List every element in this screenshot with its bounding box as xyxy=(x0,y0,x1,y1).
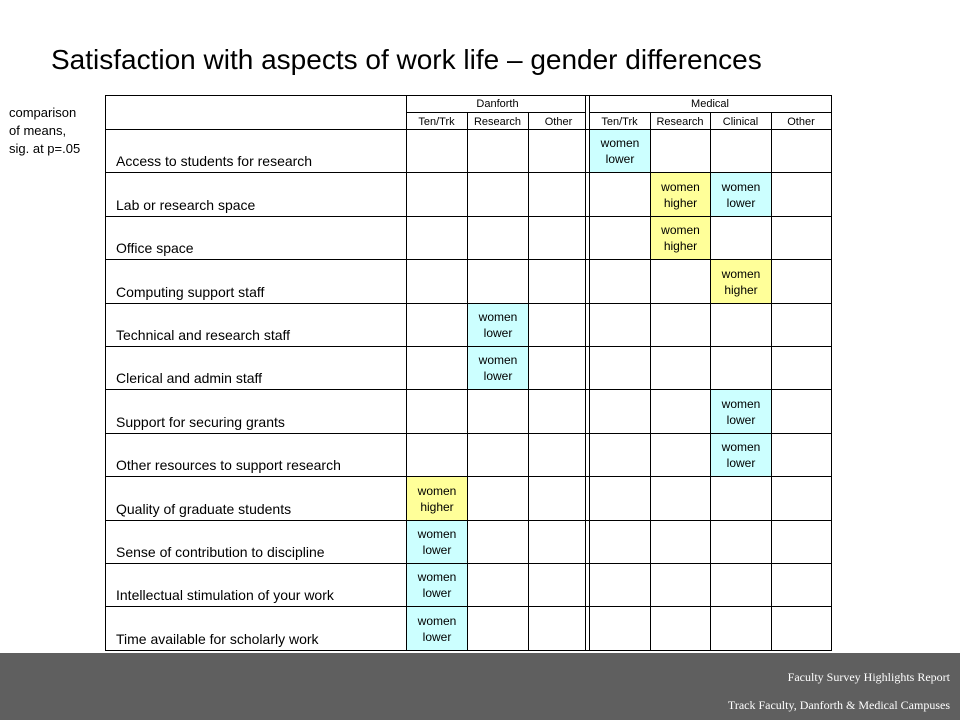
row-label: Lab or research space xyxy=(116,197,256,213)
row-label: Office space xyxy=(116,240,194,256)
table-border-top xyxy=(105,95,832,96)
result-cell-higher: women higher xyxy=(651,217,710,259)
result-cell-lower: women lower xyxy=(711,434,771,476)
row-divider xyxy=(105,259,831,260)
table-border-bottom xyxy=(105,650,832,651)
result-cell-line: lower xyxy=(726,412,756,427)
result-cell-line: lower xyxy=(483,326,513,340)
result-cell-line: women xyxy=(478,310,518,324)
table-border-left xyxy=(105,95,106,650)
table-border-right xyxy=(831,95,832,650)
result-cell-lower: women lower xyxy=(468,347,528,389)
row-divider xyxy=(105,346,831,347)
result-cell-higher: women higher xyxy=(407,477,467,520)
result-cell-line: women xyxy=(721,266,761,281)
row-divider xyxy=(105,433,831,434)
column-divider xyxy=(528,112,529,650)
significance-note-line: sig. at p=.05 xyxy=(9,141,81,156)
footer-subtitle: Track Faculty, Danforth & Medical Campus… xyxy=(727,698,950,712)
row-label: Other resources to support research xyxy=(116,457,341,473)
group-header-medical: Medical xyxy=(691,98,729,110)
result-cell-line: women xyxy=(417,483,457,498)
result-cell-line: higher xyxy=(420,499,454,514)
group-gap-divider xyxy=(585,95,586,650)
result-cell-lower: women lower xyxy=(407,521,467,563)
result-cell-lower: women lower xyxy=(711,173,771,216)
result-cell-line: women xyxy=(721,179,761,194)
column-divider xyxy=(650,112,651,650)
result-cell-line: women xyxy=(417,613,457,628)
result-cell-higher: women higher xyxy=(651,173,710,216)
row-label: Sense of contribution to discipline xyxy=(116,544,325,560)
result-cell-higher: women higher xyxy=(711,260,771,303)
result-cell-line: higher xyxy=(724,282,758,297)
significance-note-line: of means, xyxy=(9,123,67,138)
result-cell-lower: women lower xyxy=(590,130,650,172)
column-divider xyxy=(467,112,468,650)
result-cell-line: lower xyxy=(483,369,513,383)
column-divider xyxy=(771,112,772,650)
result-cell-line: women xyxy=(417,570,457,584)
column-divider xyxy=(406,95,407,650)
column-header: Ten/Trk xyxy=(418,116,455,128)
header-bottom-line xyxy=(105,129,831,130)
column-header: Ten/Trk xyxy=(601,116,638,128)
row-divider xyxy=(105,476,831,477)
result-cell-line: lower xyxy=(422,629,452,644)
result-cell-line: women xyxy=(661,179,700,194)
footer-bar: Faculty Survey Highlights Report Track F… xyxy=(0,653,960,720)
result-cell-line: women xyxy=(721,396,761,411)
group-header-danforth: Danforth xyxy=(476,98,519,110)
result-cell-lower: women lower xyxy=(407,564,467,606)
footer-report-title: Faculty Survey Highlights Report xyxy=(787,670,950,684)
row-divider xyxy=(105,389,831,390)
result-cell-line: women xyxy=(661,223,700,237)
row-divider xyxy=(105,563,831,564)
column-divider xyxy=(710,112,711,650)
row-label: Quality of graduate students xyxy=(116,501,292,517)
row-label: Computing support staff xyxy=(116,284,265,300)
row-label: Clerical and admin staff xyxy=(116,370,263,386)
result-cell-line: women xyxy=(721,440,761,454)
result-cell-lower: women lower xyxy=(407,607,467,650)
row-label: Access to students for research xyxy=(116,153,313,169)
result-cell-lower: women lower xyxy=(711,390,771,433)
significance-note: comparison of means, sig. at p=.05 xyxy=(9,104,101,158)
result-cell-line: lower xyxy=(726,456,756,470)
column-divider xyxy=(589,95,590,650)
row-divider xyxy=(105,303,831,304)
result-cell-line: lower xyxy=(422,543,452,557)
result-cell-line: women xyxy=(600,136,640,150)
result-cell-line: lower xyxy=(605,152,635,166)
result-cell-line: lower xyxy=(422,586,452,600)
column-header: Clinical xyxy=(722,116,759,128)
row-divider xyxy=(105,606,831,607)
result-cell-line: higher xyxy=(663,239,698,253)
slide-title: Satisfaction with aspects of work life –… xyxy=(51,44,762,75)
row-divider xyxy=(105,520,831,521)
row-label: Intellectual stimulation of your work xyxy=(116,587,334,603)
result-cell-line: women xyxy=(478,353,518,367)
column-header: Other xyxy=(544,116,573,128)
row-label: Time available for scholarly work xyxy=(116,631,319,647)
row-label: Technical and research staff xyxy=(116,327,291,343)
group-divider-danforth xyxy=(406,112,585,113)
row-divider xyxy=(105,172,831,173)
result-cell-line: women xyxy=(417,527,457,541)
column-header: Research xyxy=(656,116,704,128)
result-cell-line: lower xyxy=(726,195,756,210)
column-header: Research xyxy=(473,116,522,128)
result-cell-line: higher xyxy=(663,195,698,210)
column-header: Other xyxy=(787,116,815,128)
row-label: Support for securing grants xyxy=(116,414,285,430)
row-divider xyxy=(105,216,831,217)
result-cell-lower: women lower xyxy=(468,304,528,346)
significance-note-line: comparison xyxy=(9,105,77,120)
